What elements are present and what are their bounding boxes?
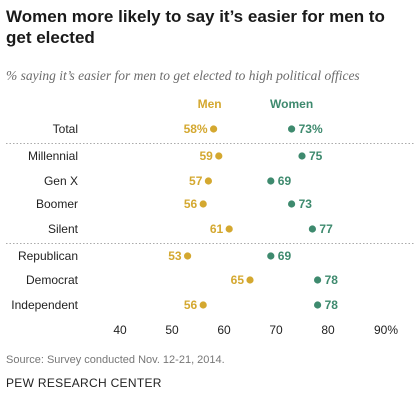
value-label-women: 78 — [325, 298, 339, 312]
dot-men — [225, 225, 233, 233]
dot-men — [199, 200, 207, 208]
value-label-men: 58% — [184, 122, 208, 136]
dot-women — [288, 200, 296, 208]
value-label-men: 57 — [189, 174, 203, 188]
dot-women — [314, 276, 322, 284]
value-label-women: 78 — [325, 273, 339, 287]
category-label: Republican — [18, 249, 78, 263]
category-label: Independent — [11, 298, 78, 312]
source-note: Source: Survey conducted Nov. 12-21, 201… — [6, 354, 225, 366]
x-tick-label: 50 — [165, 323, 179, 337]
dot-men — [246, 276, 254, 284]
dot-women — [267, 177, 275, 185]
dot-women — [298, 152, 306, 160]
dot-men — [210, 125, 218, 133]
legend-men: Men — [198, 97, 222, 111]
category-label: Democrat — [26, 273, 79, 287]
dot-women — [267, 252, 275, 260]
category-label: Millennial — [28, 149, 78, 163]
x-tick-label: 60 — [217, 323, 231, 337]
value-label-men: 56 — [184, 298, 198, 312]
dot-plot: Men Women Total Millennial Gen X Boomer Silent… — [6, 97, 414, 337]
category-label: Silent — [48, 222, 79, 236]
value-label-men: 59 — [199, 149, 213, 163]
value-label-women: 69 — [278, 249, 292, 263]
value-label-men: 65 — [231, 273, 245, 287]
chart-subtitle: % saying it’s easier for men to get elec… — [6, 68, 360, 83]
category-label: Total — [53, 122, 78, 136]
value-label-women: 69 — [278, 174, 292, 188]
dot-men — [199, 301, 207, 309]
dot-women — [308, 225, 316, 233]
dot-women — [314, 301, 322, 309]
value-label-women: 75 — [309, 149, 323, 163]
value-label-women: 73% — [299, 122, 323, 136]
value-label-women: 77 — [319, 222, 333, 236]
dot-men — [184, 252, 192, 260]
value-label-men: 61 — [210, 222, 224, 236]
value-label-men: 53 — [168, 249, 182, 263]
organization-name: PEW RESEARCH CENTER — [6, 376, 162, 390]
dot-women — [288, 125, 296, 133]
category-label: Gen X — [44, 174, 78, 188]
x-tick-label: 70 — [269, 323, 283, 337]
dot-men — [204, 177, 212, 185]
x-tick-label: 90% — [374, 323, 398, 337]
category-label: Boomer — [36, 197, 78, 211]
legend-women: Women — [270, 97, 313, 111]
dot-men — [215, 152, 223, 160]
x-tick-label: 80 — [321, 323, 335, 337]
chart-title: Women more likely to say it’s easier for… — [6, 7, 385, 47]
value-label-men: 56 — [184, 197, 198, 211]
value-label-women: 73 — [299, 197, 313, 211]
x-tick-label: 40 — [113, 323, 127, 337]
